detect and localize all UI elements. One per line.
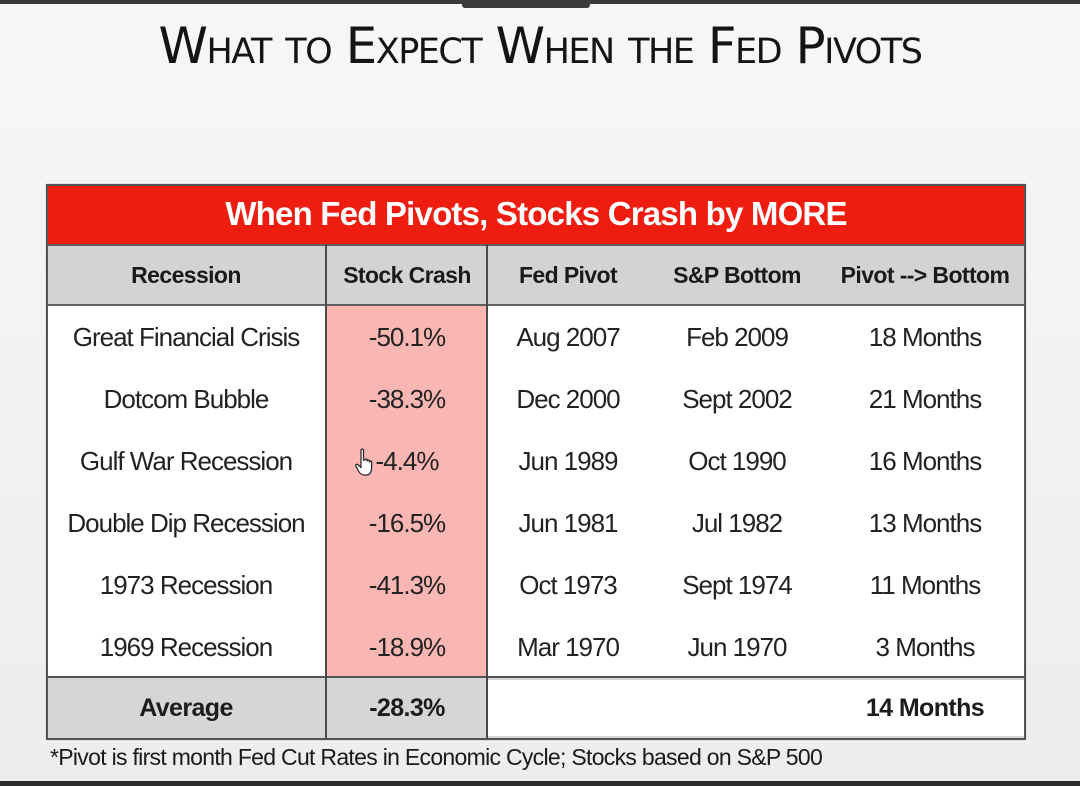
- header-recession: Recession: [131, 262, 241, 288]
- cell-recession: Great Financial Crisis: [72, 322, 301, 352]
- table-row: Dotcom Bubble -38.3% Dec 2000 Sept 2002 …: [46, 368, 1026, 430]
- footer-label: Average: [139, 694, 233, 722]
- table-row: Great Financial Crisis -50.1% Aug 2007 F…: [46, 306, 1026, 368]
- cell-stock-crash: -18.9%: [368, 632, 446, 662]
- table-row: 1969 Recession -18.9% Mar 1970 Jun 1970 …: [46, 616, 1026, 678]
- cell-sp-bottom: Sept 2002: [682, 384, 793, 414]
- hand-pointer-icon: [355, 448, 373, 476]
- cell-recession: Double Dip Recession: [67, 508, 305, 538]
- cell-pivot-to-bottom: 11 Months: [869, 570, 981, 600]
- column-divider: [486, 244, 488, 740]
- cell-stock-crash: -4.4%: [375, 446, 440, 476]
- cell-fed-pivot: Jun 1981: [518, 508, 619, 538]
- cell-sp-bottom: Jun 1970: [687, 632, 788, 662]
- table-header-row: Recession Stock Crash Fed Pivot S&P Bott…: [46, 244, 1026, 306]
- table-footer-row: Average -28.3% 14 Months: [46, 676, 1026, 738]
- cell-sp-bottom: Feb 2009: [686, 322, 789, 352]
- footnote: *Pivot is first month Fed Cut Rates in E…: [50, 744, 823, 770]
- cell-stock-crash: -38.3%: [368, 384, 446, 414]
- header-sp-bottom: S&P Bottom: [673, 262, 801, 288]
- slide-title: What to Expect When the Fed Pivots: [158, 17, 923, 75]
- cell-pivot-to-bottom: 18 Months: [868, 322, 982, 352]
- footer-pivot-to-bottom: 14 Months: [865, 694, 985, 722]
- table-row: 1973 Recession -41.3% Oct 1973 Sept 1974…: [46, 554, 1026, 616]
- pivot-table: When Fed Pivots, Stocks Crash by MORE Re…: [46, 184, 1026, 740]
- cell-pivot-to-bottom: 21 Months: [868, 384, 982, 414]
- cell-recession: Dotcom Bubble: [103, 384, 270, 414]
- header-fed-pivot: Fed Pivot: [518, 262, 618, 288]
- cell-recession: 1969 Recession: [99, 632, 273, 662]
- cell-recession: 1973 Recession: [99, 570, 273, 600]
- cell-stock-crash: -16.5%: [368, 508, 446, 538]
- table-row: Gulf War Recession -4.4% Jun 1989 Oct 19…: [46, 430, 1026, 492]
- cell-sp-bottom: Oct 1990: [688, 446, 787, 476]
- header-pivot-to-bottom: Pivot --> Bottom: [840, 262, 1010, 288]
- cell-sp-bottom: Jul 1982: [691, 508, 783, 538]
- cell-recession: Gulf War Recession: [79, 446, 293, 476]
- stock-crash-highlight: [326, 306, 486, 676]
- footer-stock-crash: -28.3%: [369, 694, 445, 722]
- cell-stock-crash: -50.1%: [368, 322, 446, 352]
- bottom-bar: [0, 781, 1080, 786]
- header-stock-crash: Stock Crash: [343, 262, 471, 288]
- cell-fed-pivot: Mar 1970: [517, 632, 620, 662]
- cell-fed-pivot: Jun 1989: [518, 446, 619, 476]
- footer-empty-cell: [488, 680, 1026, 736]
- cell-pivot-to-bottom: 13 Months: [868, 508, 982, 538]
- column-divider: [325, 244, 327, 740]
- cell-pivot-to-bottom: 3 Months: [875, 632, 976, 662]
- table-row: Double Dip Recession -16.5% Jun 1981 Jul…: [46, 492, 1026, 554]
- cell-sp-bottom: Sept 1974: [682, 570, 793, 600]
- cell-pivot-to-bottom: 16 Months: [868, 446, 982, 476]
- top-tab: [462, 0, 590, 8]
- table-banner: When Fed Pivots, Stocks Crash by MORE: [46, 184, 1026, 244]
- cell-fed-pivot: Dec 2000: [516, 384, 620, 414]
- cell-stock-crash: -41.3%: [368, 570, 446, 600]
- cell-fed-pivot: Aug 2007: [516, 322, 620, 352]
- cell-fed-pivot: Oct 1973: [519, 570, 618, 600]
